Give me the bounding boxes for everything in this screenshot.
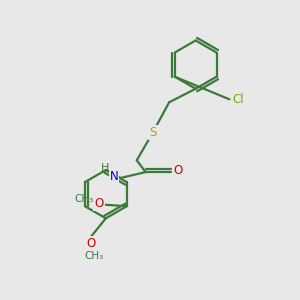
Text: O: O <box>173 164 183 177</box>
Text: S: S <box>149 126 157 139</box>
Text: O: O <box>94 197 104 210</box>
Text: CH₃: CH₃ <box>84 251 104 261</box>
Text: H: H <box>101 163 110 173</box>
Text: Cl: Cl <box>232 93 244 106</box>
Text: CH₃: CH₃ <box>75 194 94 205</box>
Text: N: N <box>110 170 118 183</box>
Text: O: O <box>86 237 95 250</box>
